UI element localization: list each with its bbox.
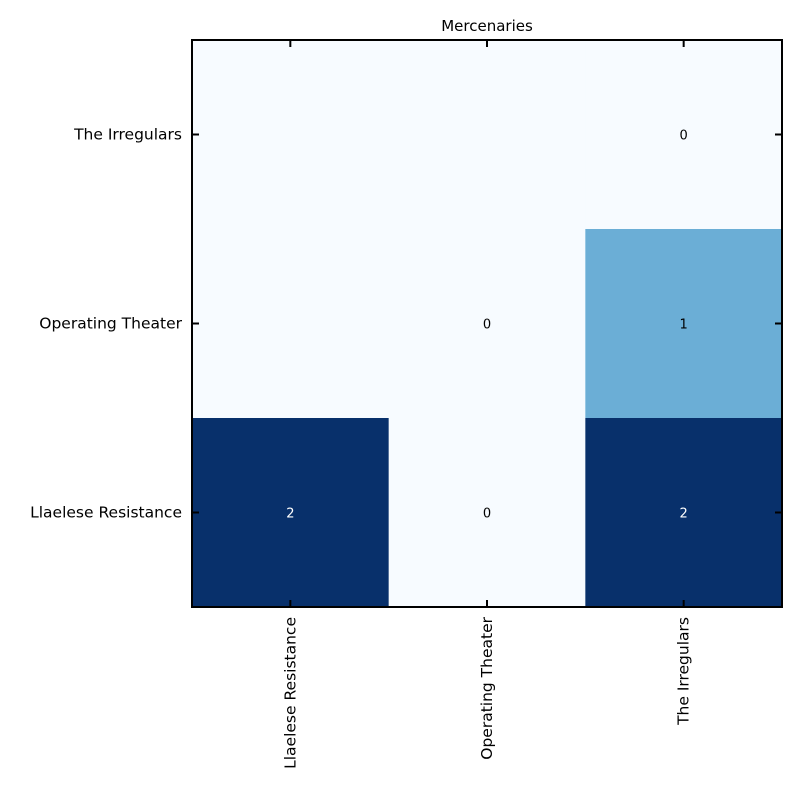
cell-value-label: 0 — [483, 507, 491, 522]
y-tick-label: The Irregulars — [73, 126, 182, 144]
heatmap-cell — [192, 40, 390, 230]
heatmap-cell — [585, 40, 783, 230]
heatmap-cell — [388, 418, 586, 608]
heatmap-cell — [192, 418, 390, 608]
heatmap-cell — [585, 418, 783, 608]
x-tick-label: Operating Theater — [478, 616, 496, 759]
x-tick-label: Llaelese Resistance — [281, 617, 299, 769]
y-tick-label: Operating Theater — [39, 315, 182, 333]
cell-value-label: 0 — [680, 129, 688, 144]
heatmap-cell — [388, 40, 586, 230]
heatmap-cell-labels: 0 0 1 2 0 2 — [286, 129, 688, 522]
chart-title: Mercenaries — [441, 17, 533, 35]
cell-value-label: 2 — [286, 507, 294, 522]
heatmap-cells — [192, 40, 783, 608]
cell-value-label: 0 — [483, 318, 491, 333]
x-axis-ticks: Llaelese Resistance Operating Theater The … — [281, 40, 693, 769]
cell-value-label: 1 — [680, 318, 688, 333]
x-tick-label: The Irregulars — [675, 617, 693, 726]
heatmap-cell — [388, 229, 586, 419]
heatmap-cell — [585, 229, 783, 419]
heatmap-cell — [192, 229, 390, 419]
cell-value-label: 2 — [680, 507, 688, 522]
y-tick-label: Llaelese Resistance — [30, 504, 182, 522]
y-axis-ticks: The Irregulars Operating Theater Llaelese … — [30, 126, 782, 522]
